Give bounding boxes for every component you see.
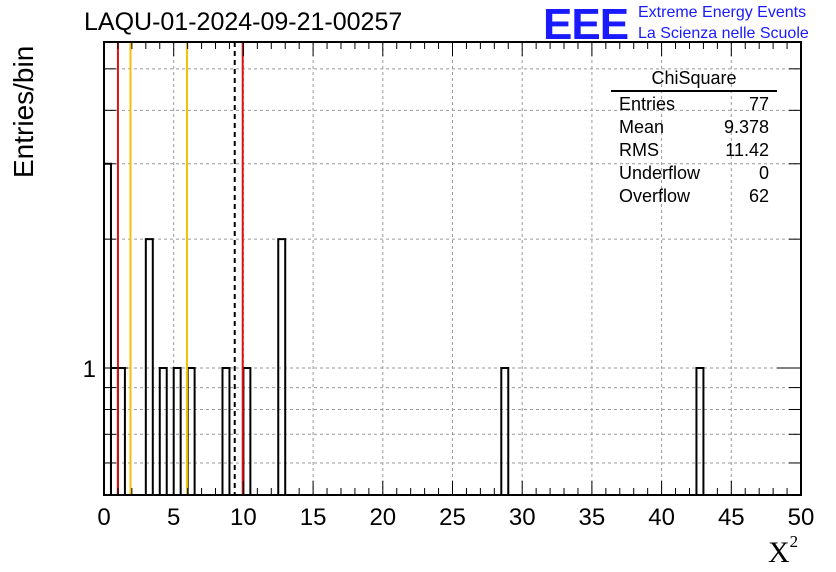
stats-rows: Entries 77 Mean 9.378 RMS 11.42 Underflow 0 Over… bbox=[611, 93, 777, 208]
x-tick-label: 0 bbox=[97, 504, 110, 531]
x-tick-label: 25 bbox=[439, 504, 466, 531]
histogram-bar bbox=[695, 367, 705, 495]
stats-value: 62 bbox=[748, 186, 769, 206]
stats-label: Underflow bbox=[619, 163, 701, 183]
histogram-bar bbox=[186, 367, 196, 495]
x-tick-label: 40 bbox=[648, 504, 675, 531]
histogram-bar bbox=[109, 367, 119, 495]
stats-label: RMS bbox=[619, 140, 659, 160]
eee-logo: EEE bbox=[543, 0, 629, 49]
logo-line-2: La Scienza nelle Scuole bbox=[638, 25, 809, 42]
x-axis-label: X2 bbox=[768, 532, 798, 570]
x-tick-label: 30 bbox=[509, 504, 536, 531]
y-axis-label: Entries/bin bbox=[8, 45, 39, 178]
x-tick-label: 35 bbox=[579, 504, 606, 531]
stats-row: Mean 9.378 bbox=[611, 116, 777, 139]
histogram-bar bbox=[144, 238, 154, 495]
x-tick-label: 10 bbox=[230, 504, 257, 531]
stats-title: ChiSquare bbox=[611, 66, 777, 92]
histogram-bar bbox=[103, 162, 112, 495]
x-tick-label: 15 bbox=[300, 504, 327, 531]
histogram-bar bbox=[116, 367, 126, 495]
stats-label: Mean bbox=[619, 117, 665, 137]
x-axis-label-superscript: 2 bbox=[789, 532, 799, 551]
histogram-bar bbox=[221, 367, 231, 495]
stats-row: Underflow 0 bbox=[611, 162, 777, 185]
histogram-bar bbox=[158, 367, 168, 495]
stats-value: 0 bbox=[758, 163, 769, 183]
x-tick-label: 45 bbox=[718, 504, 745, 531]
histogram-bar bbox=[277, 238, 287, 495]
stats-row: Overflow 62 bbox=[611, 185, 777, 208]
x-tick-label: 5 bbox=[167, 504, 180, 531]
stats-value: 77 bbox=[748, 94, 769, 114]
stats-box: ChiSquare Entries 77 Mean 9.378 RMS 11.42 Unde… bbox=[611, 66, 777, 208]
histogram-bar bbox=[500, 367, 510, 495]
logo-line-1: Extreme Energy Events bbox=[638, 4, 807, 21]
x-axis-label-base: X bbox=[768, 536, 790, 569]
y-tick-label: 1 bbox=[83, 356, 96, 383]
histogram-bar bbox=[172, 367, 182, 495]
stats-row: Entries 77 bbox=[611, 93, 777, 116]
stats-label: Overflow bbox=[619, 186, 691, 206]
histogram-bar bbox=[242, 367, 252, 495]
x-tick-label: 20 bbox=[369, 504, 396, 531]
stats-row: RMS 11.42 bbox=[611, 139, 777, 162]
stats-value: 11.42 bbox=[725, 140, 769, 160]
x-tick-label: 50 bbox=[788, 504, 815, 531]
stats-value: 9.378 bbox=[723, 117, 769, 137]
stats-label: Entries bbox=[619, 94, 676, 114]
plot-title: LAQU-01-2024-09-21-00257 bbox=[84, 8, 403, 36]
